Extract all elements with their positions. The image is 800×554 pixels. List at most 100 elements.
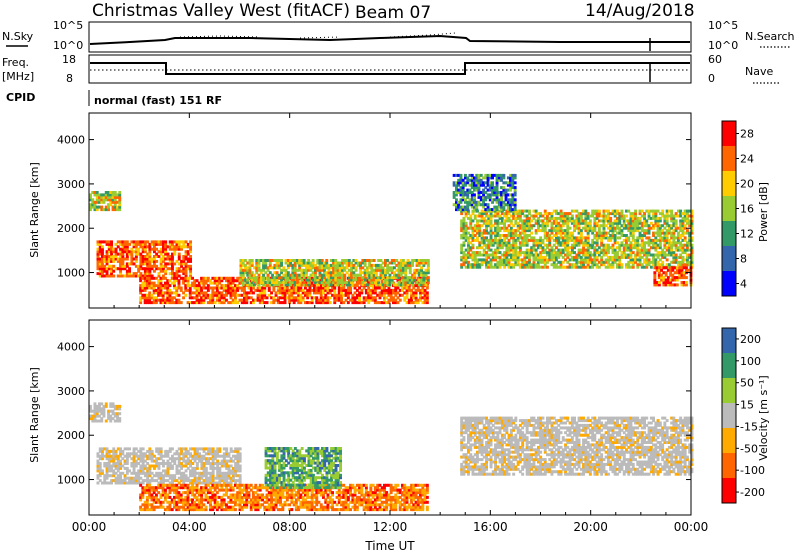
heatmap-cell [604, 236, 608, 240]
heatmap-cell [482, 198, 485, 202]
heatmap-cell [681, 231, 685, 235]
heatmap-cell [631, 224, 635, 228]
heatmap-cell [593, 212, 597, 216]
heatmap-cell [658, 212, 662, 216]
heatmap-cell [584, 253, 588, 257]
heatmap-cell [180, 449, 183, 453]
heatmap-cell [561, 236, 565, 240]
heatmap-cell [512, 248, 516, 252]
heatmap-cell [455, 186, 458, 190]
heatmap-cell [293, 263, 297, 267]
heatmap-cell [686, 212, 689, 216]
heatmap-cell [347, 263, 351, 267]
heatmap-cell [200, 286, 203, 290]
heatmap-cell [534, 209, 538, 213]
heatmap-cell [586, 263, 590, 267]
heatmap-cell [620, 265, 624, 269]
heatmap-cell [537, 224, 540, 228]
heatmap-cell [570, 214, 574, 218]
heatmap-cell [620, 234, 624, 237]
heatmap-cell [466, 205, 470, 209]
heatmap-cell [613, 238, 617, 242]
heatmap-cell [186, 284, 190, 288]
heatmap-cell [550, 251, 554, 255]
heatmap-cell [243, 298, 246, 302]
heatmap-cell [98, 464, 102, 468]
heatmap-cell [573, 229, 576, 233]
heatmap-cell [342, 286, 346, 290]
heatmap-cell [459, 198, 463, 202]
heatmap-cell [227, 281, 231, 285]
colorbar-tick-label: 28 [740, 128, 754, 141]
heatmap-cell [504, 193, 508, 197]
heatmap-cell [186, 276, 190, 280]
heatmap-cell [369, 288, 373, 292]
heatmap-cell [564, 212, 567, 216]
heatmap-cell [647, 216, 651, 220]
heatmap-cell [98, 247, 102, 251]
heatmap-cell [462, 260, 466, 264]
heatmap-cell [241, 263, 245, 267]
heatmap-cell [555, 224, 558, 228]
heatmap-cell [179, 288, 183, 292]
heatmap-cell [559, 243, 563, 247]
heatmap-cell [111, 200, 115, 204]
heatmap-cell [631, 243, 635, 247]
heatmap-cell [496, 265, 500, 269]
heatmap-cell [116, 462, 120, 465]
heatmap-cell [656, 224, 660, 228]
heatmap-cell [159, 457, 163, 461]
heatmap-cell [525, 216, 529, 220]
heatmap-cell [336, 278, 340, 282]
heatmap-cell [123, 454, 127, 458]
heatmap-cell [609, 238, 613, 242]
heatmap-cell [238, 286, 242, 290]
heatmap-cell [377, 263, 381, 267]
heatmap-cell [341, 259, 344, 262]
heatmap-cell [422, 273, 426, 277]
heatmap-cell [566, 231, 570, 235]
heatmap-cell [679, 219, 683, 223]
heatmap-cell [164, 250, 168, 254]
colorbar-band [722, 196, 736, 222]
heatmap-cell [655, 266, 659, 270]
heatmap-cell [148, 469, 152, 473]
heatmap-cell [604, 234, 608, 237]
heatmap-cell [477, 173, 481, 177]
heatmap-cell [119, 454, 122, 458]
freq-tick-bottom: 8 [66, 72, 73, 85]
heatmap-cell [146, 454, 150, 458]
heatmap-cell [390, 278, 394, 282]
heatmap-cell [588, 221, 592, 225]
heatmap-cell [539, 258, 543, 262]
heatmap-cell [586, 216, 590, 220]
heatmap-cell [121, 457, 125, 461]
power-colorbar-label: Power [dB] [757, 182, 770, 242]
heatmap-cell [241, 259, 245, 262]
heatmap-cell [604, 219, 608, 223]
heatmap-cell [175, 469, 179, 473]
heatmap-cell [369, 298, 373, 302]
heatmap-cell [575, 214, 579, 218]
heatmap-cell [486, 205, 490, 209]
heatmap-cell [675, 271, 679, 275]
heatmap-cell [186, 259, 190, 263]
heatmap-cell [577, 265, 581, 269]
heatmap-cell [107, 242, 111, 246]
heatmap-cell [507, 241, 511, 245]
heatmap-cell [503, 236, 506, 240]
heatmap-cell [559, 229, 563, 233]
heatmap-cell [582, 265, 585, 269]
heatmap-cell [383, 286, 386, 290]
heatmap-cell [498, 255, 502, 259]
heatmap-cell [332, 271, 335, 275]
heatmap-cell [405, 293, 409, 297]
heatmap-cell [548, 212, 552, 216]
heatmap-cell [421, 288, 425, 292]
heatmap-cell [495, 198, 499, 202]
heatmap-cell [364, 291, 368, 295]
heatmap-cell [509, 246, 513, 250]
heatmap-cell [387, 301, 391, 305]
heatmap-cell [150, 471, 154, 475]
heatmap-cell [332, 263, 335, 267]
